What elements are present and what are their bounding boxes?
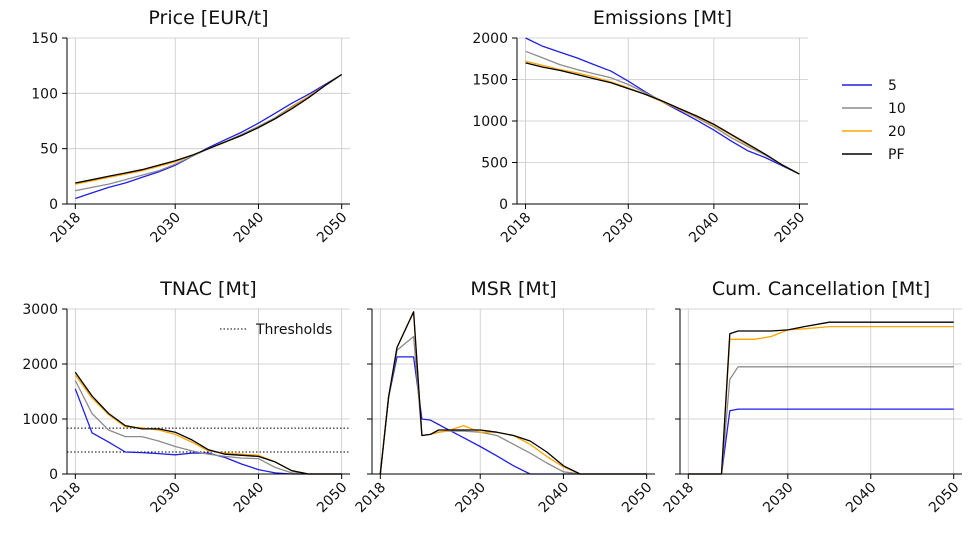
x-tick-label: 2030 bbox=[760, 480, 797, 517]
x-tick-label: 2040 bbox=[686, 210, 723, 247]
panel-msr-mt: 2018 2030 2040 2050 MSR [Mt] bbox=[353, 278, 656, 516]
panel-title: Price [EUR/t] bbox=[148, 7, 268, 29]
series-line-pf bbox=[379, 311, 647, 475]
x-tick-label: 2018 bbox=[661, 480, 698, 517]
y-tick-label: 50 bbox=[40, 142, 58, 158]
y-tick-label: 1000 bbox=[22, 412, 58, 428]
legend-label-pf: PF bbox=[888, 147, 905, 163]
y-tick-label: 3000 bbox=[22, 302, 58, 318]
series-line-10 bbox=[74, 380, 342, 475]
panel-title: Emissions [Mt] bbox=[593, 7, 732, 29]
x-tick-label: 2040 bbox=[536, 480, 573, 517]
series-line-20 bbox=[74, 374, 342, 475]
x-tick-label: 2040 bbox=[843, 480, 880, 517]
series-line-5 bbox=[525, 37, 800, 175]
axis-spines bbox=[66, 38, 350, 205]
panel-tnac-mt: Thresholds 0 1000 2000 3000 2018 2030 2040 2050 T… bbox=[22, 278, 350, 516]
series-line-pf bbox=[688, 321, 954, 475]
thresholds-legend-label: Thresholds bbox=[255, 322, 332, 338]
x-tick-label: 2018 bbox=[48, 210, 85, 247]
axis-spines bbox=[679, 309, 962, 475]
series-line-pf bbox=[74, 371, 342, 475]
y-tick-label: 0 bbox=[49, 197, 58, 213]
x-tick-label: 2030 bbox=[453, 480, 490, 517]
series-line-5 bbox=[75, 73, 343, 200]
y-tick-label: 100 bbox=[31, 86, 58, 102]
x-tick-label: 2018 bbox=[353, 480, 390, 517]
series-line-10 bbox=[75, 73, 343, 192]
legend: 5 10 20 PF bbox=[842, 78, 906, 163]
x-tick-label: 2018 bbox=[498, 210, 535, 247]
legend-label-10: 10 bbox=[888, 101, 906, 117]
y-tick-label: 1500 bbox=[472, 73, 508, 89]
series-line-10 bbox=[688, 366, 954, 475]
panel-title: TNAC [Mt] bbox=[159, 278, 256, 300]
x-tick-label: 2040 bbox=[231, 210, 268, 247]
x-tick-label: 2030 bbox=[148, 210, 185, 247]
y-tick-label: 0 bbox=[49, 467, 58, 483]
series-line-pf bbox=[75, 73, 343, 184]
x-tick-label: 2030 bbox=[601, 210, 638, 247]
x-tick-label: 2050 bbox=[314, 480, 351, 517]
panel-price-eur-t: 0 50 100 150 2018 2030 2040 2050 Price [EUR/t] bbox=[31, 7, 350, 246]
panel-cum-cancellation-mt: 2018 2030 2040 2050 Cum. Cancellation [Mt] bbox=[661, 278, 963, 516]
y-tick-label: 2000 bbox=[22, 357, 58, 373]
legend-label-5: 5 bbox=[888, 78, 897, 94]
series-line-20 bbox=[525, 60, 800, 175]
y-tick-label: 150 bbox=[31, 31, 58, 47]
series-line-20 bbox=[379, 311, 647, 475]
series-line-10 bbox=[379, 335, 647, 475]
x-tick-label: 2050 bbox=[314, 210, 351, 247]
x-tick-label: 2050 bbox=[619, 480, 656, 517]
y-tick-label: 0 bbox=[499, 197, 508, 213]
x-tick-label: 2050 bbox=[772, 210, 809, 247]
series-line-5 bbox=[74, 388, 342, 475]
series-line-5 bbox=[688, 408, 954, 475]
x-tick-label: 2018 bbox=[48, 480, 85, 517]
x-tick-label: 2050 bbox=[926, 480, 963, 517]
y-tick-label: 2000 bbox=[472, 31, 508, 47]
series-line-20 bbox=[75, 73, 343, 185]
y-tick-label: 1000 bbox=[472, 114, 508, 130]
x-tick-label: 2030 bbox=[148, 480, 185, 517]
series-line-pf bbox=[525, 62, 800, 175]
panel-emissions-mt: 0 500 1000 1500 2000 2018 2030 2040 2050 Emission… bbox=[472, 7, 808, 246]
legend-label-20: 20 bbox=[888, 124, 906, 140]
x-tick-label: 2040 bbox=[231, 480, 268, 517]
panel-title: MSR [Mt] bbox=[470, 278, 556, 300]
panel-title: Cum. Cancellation [Mt] bbox=[712, 278, 930, 300]
series-line-10 bbox=[525, 50, 800, 175]
y-tick-label: 500 bbox=[481, 156, 508, 172]
